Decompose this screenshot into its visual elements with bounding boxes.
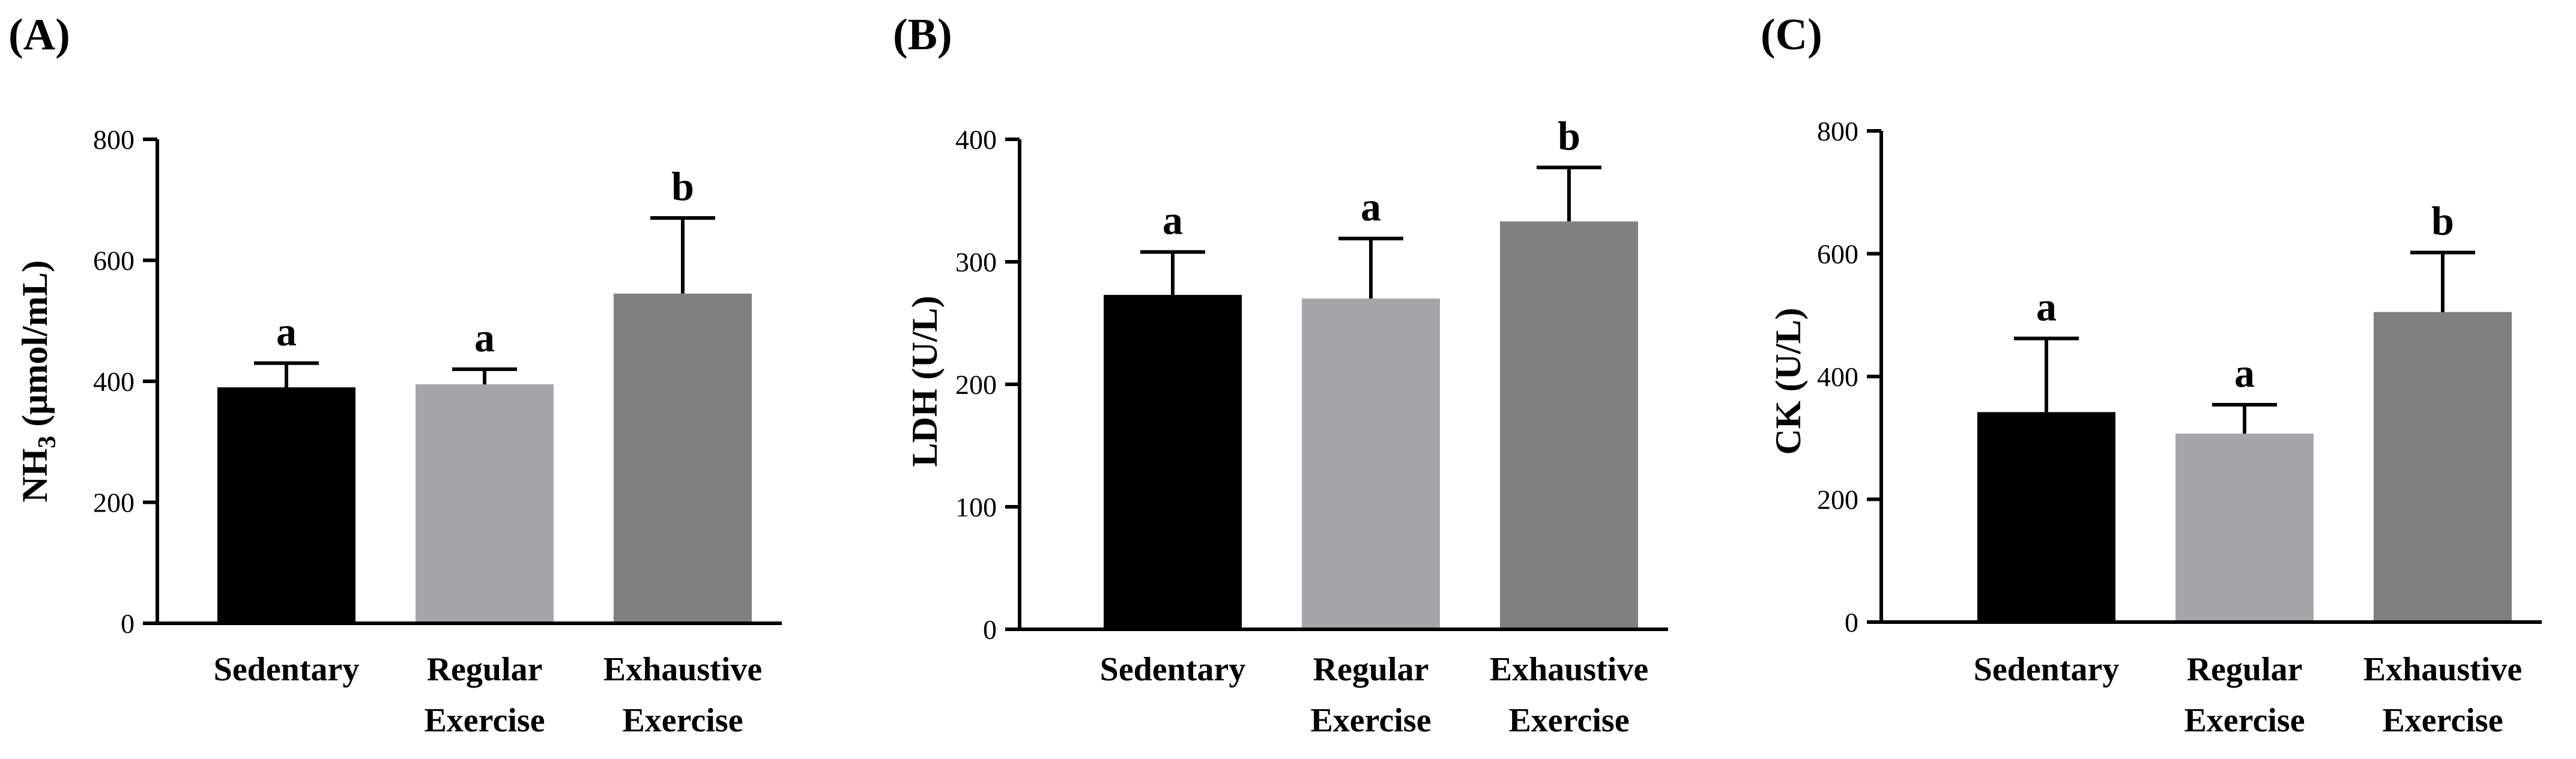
- category-label: Exhaustive: [2363, 651, 2523, 688]
- y-tick-label: 0: [983, 614, 997, 645]
- significance-label: a: [276, 309, 297, 354]
- category-label: Sedentary: [214, 651, 360, 688]
- category-label: Exercise: [1310, 702, 1431, 739]
- y-tick-label: 200: [93, 488, 135, 518]
- y-tick-label: 400: [955, 124, 997, 155]
- y-tick-label: 600: [1817, 239, 1858, 270]
- category-label: Regular: [427, 651, 543, 688]
- y-axis-title-subscript: 3: [34, 436, 61, 449]
- bar: [2374, 312, 2512, 622]
- category-label: Exercise: [2184, 702, 2305, 739]
- y-axis-title: LDH (U/L): [905, 296, 945, 467]
- y-tick-label: 200: [955, 369, 997, 400]
- y-tick-label: 800: [93, 124, 135, 155]
- panel-label: (A): [8, 10, 70, 59]
- category-label: Exercise: [1508, 702, 1629, 739]
- y-tick-label: 0: [121, 608, 135, 639]
- y-tick-label: 100: [955, 492, 997, 522]
- significance-label: b: [2431, 198, 2454, 243]
- category-label: Sedentary: [1974, 651, 2120, 688]
- category-label: Exhaustive: [603, 651, 763, 688]
- significance-label: a: [474, 315, 495, 360]
- y-tick-label: 200: [1817, 485, 1858, 515]
- y-axis-title: NH3 (μmol/mL): [15, 260, 61, 502]
- panel-label: (C): [1761, 10, 1822, 59]
- bar: [1302, 298, 1440, 629]
- bar: [2175, 434, 2314, 622]
- significance-label: b: [1558, 113, 1580, 159]
- bar: [1500, 221, 1638, 629]
- y-axis-title-main: NH: [15, 449, 55, 503]
- significance-label: a: [1163, 198, 1183, 243]
- y-tick-label: 400: [1817, 361, 1858, 392]
- bar: [1104, 295, 1242, 630]
- y-tick-label: 300: [955, 247, 997, 277]
- chart-panel: (A) NH3 (μmol/mL) a Sedentary a Regular Exerci…: [8, 10, 782, 739]
- category-label: Exercise: [622, 702, 743, 739]
- bar: [217, 387, 355, 623]
- y-axis-title-unit: (μmol/mL): [15, 260, 55, 435]
- bar: [1977, 412, 2115, 622]
- category-label: Regular: [1313, 651, 1429, 688]
- category-label: Regular: [2187, 651, 2303, 688]
- y-axis-title: CK (U/L): [1768, 308, 1808, 455]
- bar: [614, 293, 752, 624]
- panel-label: (B): [893, 10, 952, 59]
- y-tick-label: 400: [93, 366, 135, 397]
- chart-panel: (B) LDH (U/L) a Sedentary a Regular Exercise b E…: [893, 10, 1668, 739]
- significance-label: a: [2234, 350, 2255, 396]
- bar: [416, 384, 554, 623]
- category-label: Exercise: [2382, 702, 2503, 739]
- significance-label: a: [1361, 184, 1381, 229]
- category-label: Exhaustive: [1490, 651, 1649, 688]
- category-label: Sedentary: [1100, 651, 1246, 688]
- category-label: Exercise: [424, 702, 545, 739]
- significance-label: b: [671, 163, 694, 209]
- chart-panel: (C) CK (U/L) a Sedentary a Regular Exercise b Ex…: [1761, 10, 2542, 739]
- y-tick-label: 800: [1817, 116, 1858, 147]
- y-tick-label: 0: [1845, 607, 1858, 638]
- significance-label: a: [2036, 284, 2057, 330]
- y-tick-label: 600: [93, 246, 135, 276]
